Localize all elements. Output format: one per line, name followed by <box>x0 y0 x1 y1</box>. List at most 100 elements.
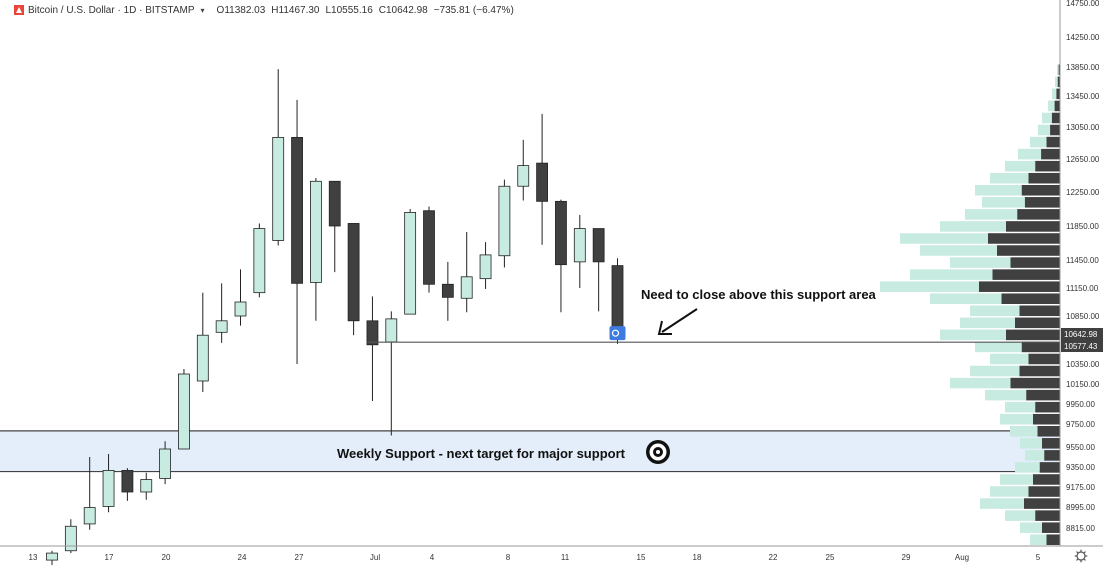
volume-profile-bar-down <box>1050 124 1060 136</box>
price-tag-box <box>1061 340 1103 352</box>
time-tick-label: 27 <box>295 553 304 562</box>
price-tick-label: 8815.00 <box>1066 524 1095 533</box>
volume-profile-bar-down <box>1028 172 1060 184</box>
volume-profile-bar-up <box>975 185 1022 196</box>
volume-profile-bar-down <box>1044 450 1060 461</box>
volume-profile-bar-down <box>1001 293 1060 304</box>
volume-profile-bar-up <box>950 257 1011 268</box>
volume-profile-bar-up <box>985 389 1027 401</box>
volume-profile-bar-down <box>1057 76 1060 88</box>
volume-profile-bar-up <box>990 172 1029 184</box>
volume-profile-bar-up <box>1057 64 1059 76</box>
volume-profile-bar-up <box>1038 124 1051 136</box>
volume-profile-bar-up <box>970 365 1020 377</box>
time-tick-label: 5 <box>1036 553 1041 562</box>
volume-profile-bar-down <box>997 245 1060 256</box>
price-tick-label: 8995.00 <box>1066 503 1095 512</box>
candle-down <box>536 162 548 202</box>
price-tick-label: 12650.00 <box>1066 155 1100 164</box>
price-tick-label: 10350.00 <box>1066 360 1100 369</box>
time-tick-label: 18 <box>693 553 702 562</box>
time-tick-label: 22 <box>769 553 778 562</box>
time-tick-label: Jul <box>370 553 380 562</box>
time-tick-label: Aug <box>955 553 969 562</box>
volume-profile-bar-down <box>1021 185 1060 196</box>
time-tick-label: 17 <box>105 553 114 562</box>
ohlc-close: C10642.98 <box>378 4 428 16</box>
volume-profile-bar-down <box>1024 197 1060 208</box>
volume-profile-bar-down <box>1019 365 1060 377</box>
volume-profile-bar-up <box>1020 438 1042 449</box>
support-zone-band <box>0 430 1060 472</box>
time-tick-label: 11 <box>561 553 570 562</box>
volume-profile <box>880 64 1060 545</box>
volume-profile-bar-down <box>1006 221 1060 232</box>
volume-profile-bar-up <box>1005 401 1036 413</box>
arrow-shaft <box>661 308 698 333</box>
candle-down <box>291 136 303 284</box>
volume-profile-bar-up <box>990 486 1029 497</box>
price-tick-label: 13850.00 <box>1066 63 1100 72</box>
volume-profile-bar-up <box>1018 148 1042 160</box>
candle-up <box>140 479 153 493</box>
price-tick-label: 11150.00 <box>1066 284 1099 293</box>
settings-gear-tooth <box>1083 551 1086 554</box>
candle-up <box>404 211 417 315</box>
volume-profile-bar-down <box>1033 474 1060 485</box>
price-tick-label: 11850.00 <box>1066 222 1099 231</box>
candle-up <box>517 165 530 187</box>
candle-up <box>253 228 266 294</box>
volume-profile-bar-up <box>982 197 1025 208</box>
volume-profile-bar-down <box>1010 377 1060 389</box>
annotations-layer: Need to close above this support area Wee… <box>337 287 1060 464</box>
chevron-down-icon[interactable]: ▾ <box>200 5 205 15</box>
time-tick-label: 4 <box>430 553 435 562</box>
candle-up <box>385 318 398 343</box>
arrow-head-icon <box>657 320 672 335</box>
candle-down <box>366 320 379 346</box>
price-tick-label: 9550.00 <box>1066 443 1095 452</box>
volume-profile-bar-down <box>1024 498 1060 509</box>
volume-profile-bar-up <box>1052 88 1057 100</box>
volume-profile-bar-down <box>1017 209 1060 220</box>
candle-up <box>83 507 96 525</box>
volume-profile-bar-down <box>1028 486 1060 497</box>
candle-down <box>347 223 360 322</box>
time-tick-label: 29 <box>902 553 911 562</box>
time-tick-label: 8 <box>506 553 511 562</box>
volume-profile-bar-up <box>1025 450 1045 461</box>
volume-profile-bar-up <box>880 281 979 292</box>
candle-up <box>498 185 511 257</box>
candle-down <box>328 180 341 227</box>
volume-profile-bar-up <box>960 317 1015 329</box>
price-tag-label: 10577.43 <box>1064 342 1098 351</box>
settings-gear-icon <box>1076 551 1086 561</box>
volume-profile-bar-down <box>1046 534 1060 545</box>
candle-up <box>272 136 285 241</box>
volume-profile-bar-up <box>940 221 1006 232</box>
volume-profile-bar-down <box>1028 353 1060 365</box>
price-tag-label: 10642.98 <box>1064 330 1098 339</box>
candles <box>46 69 624 565</box>
volume-profile-bar-up <box>975 341 1022 353</box>
symbol-label[interactable]: Bitcoin / U.S. Dollar · 1D · BITSTAMP <box>28 4 195 16</box>
bitstamp-logo-icon <box>14 5 24 15</box>
price-tick-label: 10850.00 <box>1066 312 1100 321</box>
alert-marker-icon <box>609 326 626 341</box>
time-tick-label: 25 <box>826 553 835 562</box>
candle-up <box>196 334 209 382</box>
support-note-label: Need to close above this support area <box>641 287 877 302</box>
volume-profile-bar-down <box>1006 329 1060 341</box>
volume-profile-bar-down <box>1046 136 1060 148</box>
time-tick-label: 24 <box>238 553 247 562</box>
volume-profile-bar-up <box>970 305 1020 317</box>
candle-down <box>555 200 567 266</box>
candle-up <box>573 228 586 263</box>
volume-profile-bar-up <box>1005 160 1036 172</box>
volume-profile-bar-down <box>1026 389 1060 401</box>
volume-profile-bar-up <box>1015 462 1040 473</box>
volume-profile-bar-up <box>920 245 997 256</box>
volume-profile-bar-down <box>1042 522 1060 533</box>
